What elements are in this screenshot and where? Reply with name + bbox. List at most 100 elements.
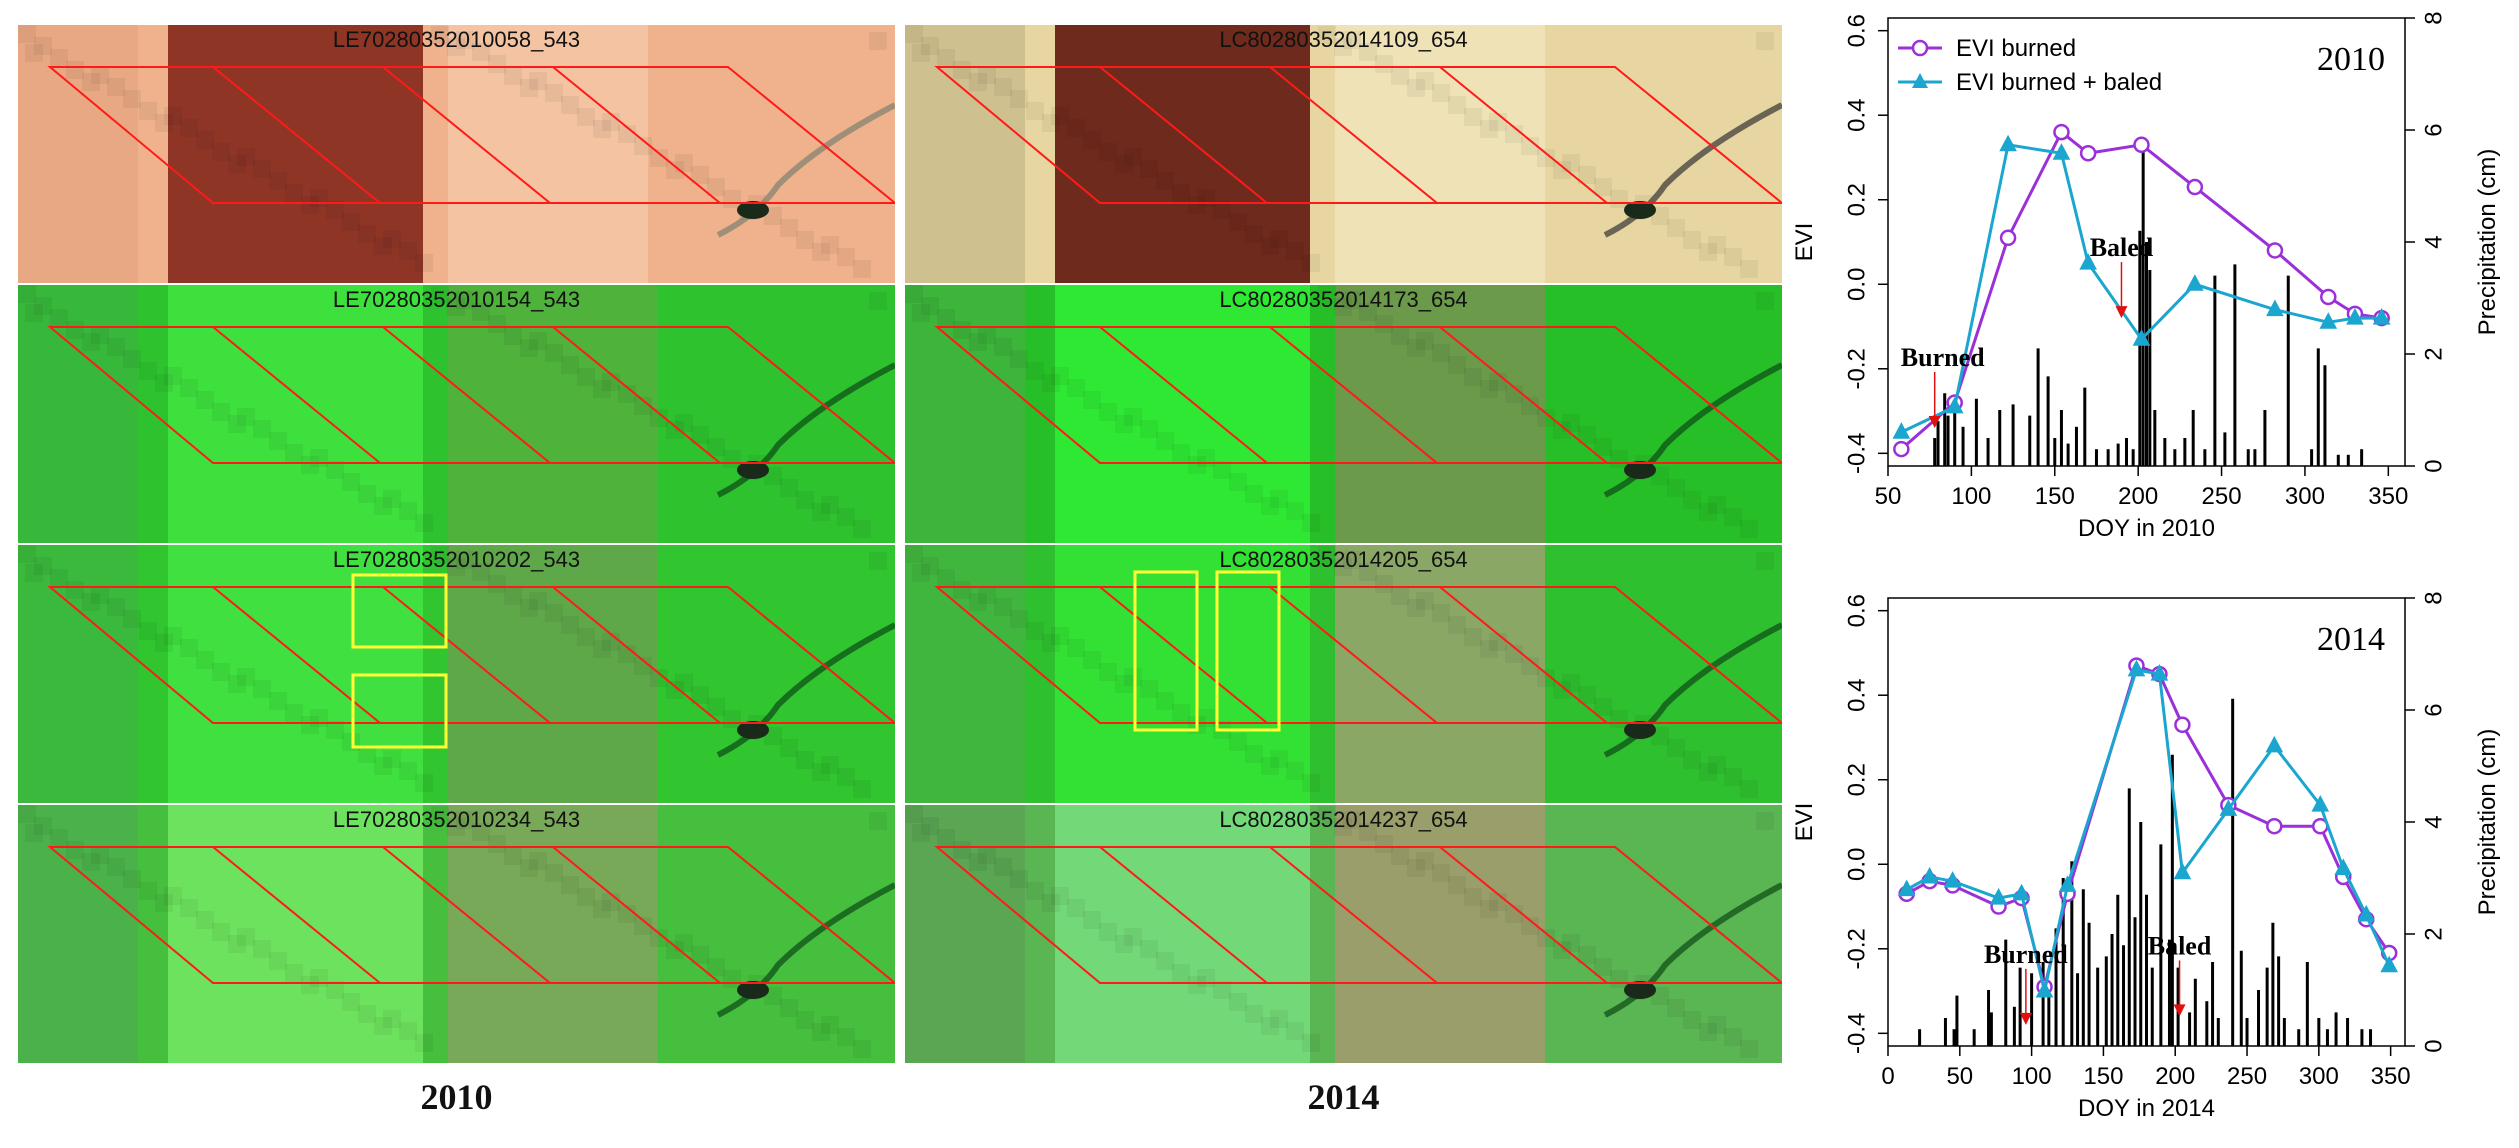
panel-label: LC80280352014173_654 <box>1219 287 1468 312</box>
texture <box>1245 745 1263 763</box>
texture <box>164 107 182 125</box>
texture <box>1334 818 1352 836</box>
texture <box>1213 201 1231 219</box>
texture <box>82 73 100 91</box>
texture <box>650 929 668 947</box>
texture <box>1172 704 1190 722</box>
texture <box>1448 356 1466 374</box>
texture <box>650 669 668 687</box>
texture <box>707 178 725 196</box>
texture <box>1375 575 1393 593</box>
texture <box>1156 952 1174 970</box>
texture <box>1724 508 1742 526</box>
texture <box>504 587 522 605</box>
parcel-divider <box>1269 586 1438 724</box>
texture <box>1521 397 1539 415</box>
y2-tick-label: 2 <box>2420 927 2447 940</box>
legend-marker-circle <box>1911 39 1929 57</box>
texture <box>1699 1023 1717 1041</box>
data-point-triangle <box>2012 883 2031 901</box>
texture <box>155 634 173 652</box>
texture <box>994 598 1012 616</box>
texture <box>1407 599 1425 617</box>
texture <box>1261 237 1279 255</box>
texture <box>123 350 141 368</box>
texture <box>1099 403 1117 421</box>
texture <box>383 490 401 508</box>
texture <box>994 858 1012 876</box>
texture <box>675 154 693 172</box>
texture <box>821 1016 839 1034</box>
texture <box>837 1028 855 1046</box>
y-tick-label: -0.4 <box>1843 433 1870 474</box>
texture <box>342 473 360 491</box>
stream <box>716 882 895 1018</box>
texture <box>488 835 506 853</box>
texture <box>1286 762 1304 780</box>
texture <box>912 304 930 322</box>
texture <box>994 338 1012 356</box>
texture <box>66 841 84 859</box>
y-tick-label: 0.0 <box>1843 848 1870 881</box>
texture <box>1261 1017 1279 1035</box>
texture <box>447 558 465 576</box>
y2-tick-label: 6 <box>2420 123 2447 136</box>
texture <box>50 49 68 67</box>
x-tick-label: 100 <box>1951 483 1991 510</box>
texture <box>1067 119 1085 137</box>
x-tick-label: 50 <box>1875 483 1902 510</box>
data-point-circle <box>2266 242 2284 259</box>
texture <box>1286 502 1304 520</box>
texture <box>1562 414 1580 432</box>
texture <box>1229 733 1247 751</box>
texture <box>921 817 939 835</box>
texture <box>1594 958 1612 976</box>
texture <box>180 639 198 657</box>
series-line-evi-burned <box>1905 663 2391 988</box>
texture <box>1099 923 1117 941</box>
texture <box>1083 131 1101 149</box>
texture <box>545 604 563 622</box>
data-point-triangle <box>1892 422 1911 439</box>
texture <box>1245 485 1263 503</box>
texture <box>472 43 490 61</box>
texture <box>107 858 125 876</box>
image-panel-2014-doy173: LC80280352014173_654 <box>905 285 1782 543</box>
pond <box>1624 461 1656 479</box>
texture <box>82 593 100 611</box>
texture <box>1521 137 1539 155</box>
texture <box>666 681 684 699</box>
parcel-outline <box>47 326 895 464</box>
texture <box>1026 102 1044 120</box>
panel-label: LE70280352010154_543 <box>332 287 581 312</box>
texture <box>1051 887 1069 905</box>
texture <box>1010 870 1028 888</box>
data-point-triangle <box>2079 253 2097 270</box>
legend-entry: EVI burned + baled <box>1956 69 2162 96</box>
texture <box>921 297 939 315</box>
texture <box>529 72 547 90</box>
texture <box>415 514 433 532</box>
texture <box>431 286 449 304</box>
texture <box>634 137 652 155</box>
texture <box>1480 900 1498 918</box>
texture <box>431 806 449 824</box>
data-point-triangle <box>1943 871 1962 888</box>
y2-tick-label: 4 <box>2420 235 2447 248</box>
parcel-outline <box>934 586 1782 724</box>
x-axis-label: DOY in 2010 <box>2078 515 2215 542</box>
texture <box>139 622 157 640</box>
texture <box>301 196 319 214</box>
texture <box>1261 757 1279 775</box>
data-point-triangle <box>2150 664 2169 681</box>
texture <box>853 260 871 278</box>
texture <box>1667 999 1685 1017</box>
texture <box>504 847 522 865</box>
texture <box>869 32 887 50</box>
texture <box>1343 811 1361 829</box>
texture <box>383 750 401 768</box>
x-tick-label: 250 <box>2202 483 2242 510</box>
texture <box>796 1011 814 1029</box>
y-tick-label: -0.4 <box>1843 1013 1870 1054</box>
texture <box>691 946 709 964</box>
